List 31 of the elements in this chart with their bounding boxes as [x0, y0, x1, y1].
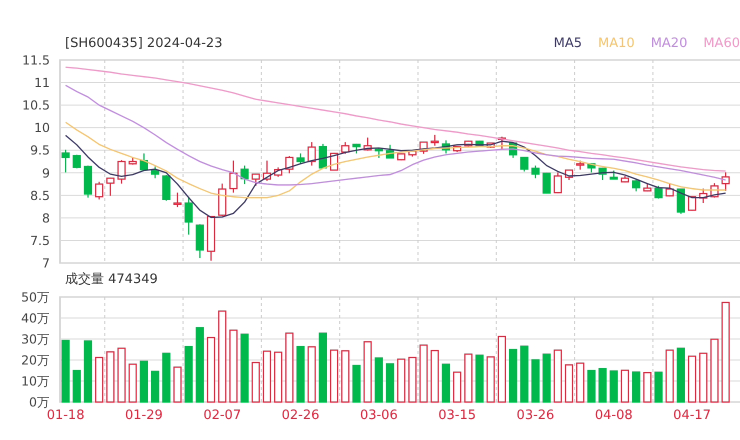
text: MA20: [650, 36, 688, 51]
text: MA5: [554, 36, 582, 51]
y-tick-label: 9: [42, 165, 50, 180]
x-tick-label: 03-06: [360, 408, 398, 423]
y-tick-label: 0万: [29, 394, 50, 410]
x-tick-label: 02-07: [203, 408, 242, 423]
y-tick-label: 8: [42, 210, 50, 226]
y-tick-label: 8.5: [30, 188, 50, 203]
y-tick-label: 10.5: [22, 98, 50, 113]
x-tick-label: 03-26: [516, 408, 554, 423]
y-tick-label: 7: [42, 256, 50, 270]
y-tick-label: 9.5: [30, 142, 50, 158]
x-tick-label: 03-15: [438, 408, 476, 423]
text: MA60: [703, 36, 740, 51]
x-tick-label: 01-18: [46, 408, 84, 423]
y-tick-label: 10万: [21, 374, 50, 388]
chart-title: 成交量 474349: [65, 271, 158, 287]
chart-title: [SH600435] 2024-04-23: [65, 36, 222, 51]
y-tick-label: 30万: [21, 332, 50, 346]
y-tick-label: 20万: [21, 352, 50, 368]
y-tick-label: 40万: [21, 310, 50, 326]
y-tick-label: 7.5: [30, 232, 50, 248]
x-tick-label: 04-17: [673, 408, 711, 423]
x-tick-label: 04-08: [594, 408, 633, 423]
x-tick-label: 01-29: [125, 408, 163, 423]
y-tick-label: 50万: [21, 290, 50, 304]
y-tick-label: 10: [34, 120, 50, 136]
text: MA10: [598, 36, 635, 51]
x-tick-label: 02-26: [282, 408, 320, 423]
y-tick-label: 11.5: [22, 52, 50, 68]
y-tick-label: 11: [34, 75, 50, 90]
